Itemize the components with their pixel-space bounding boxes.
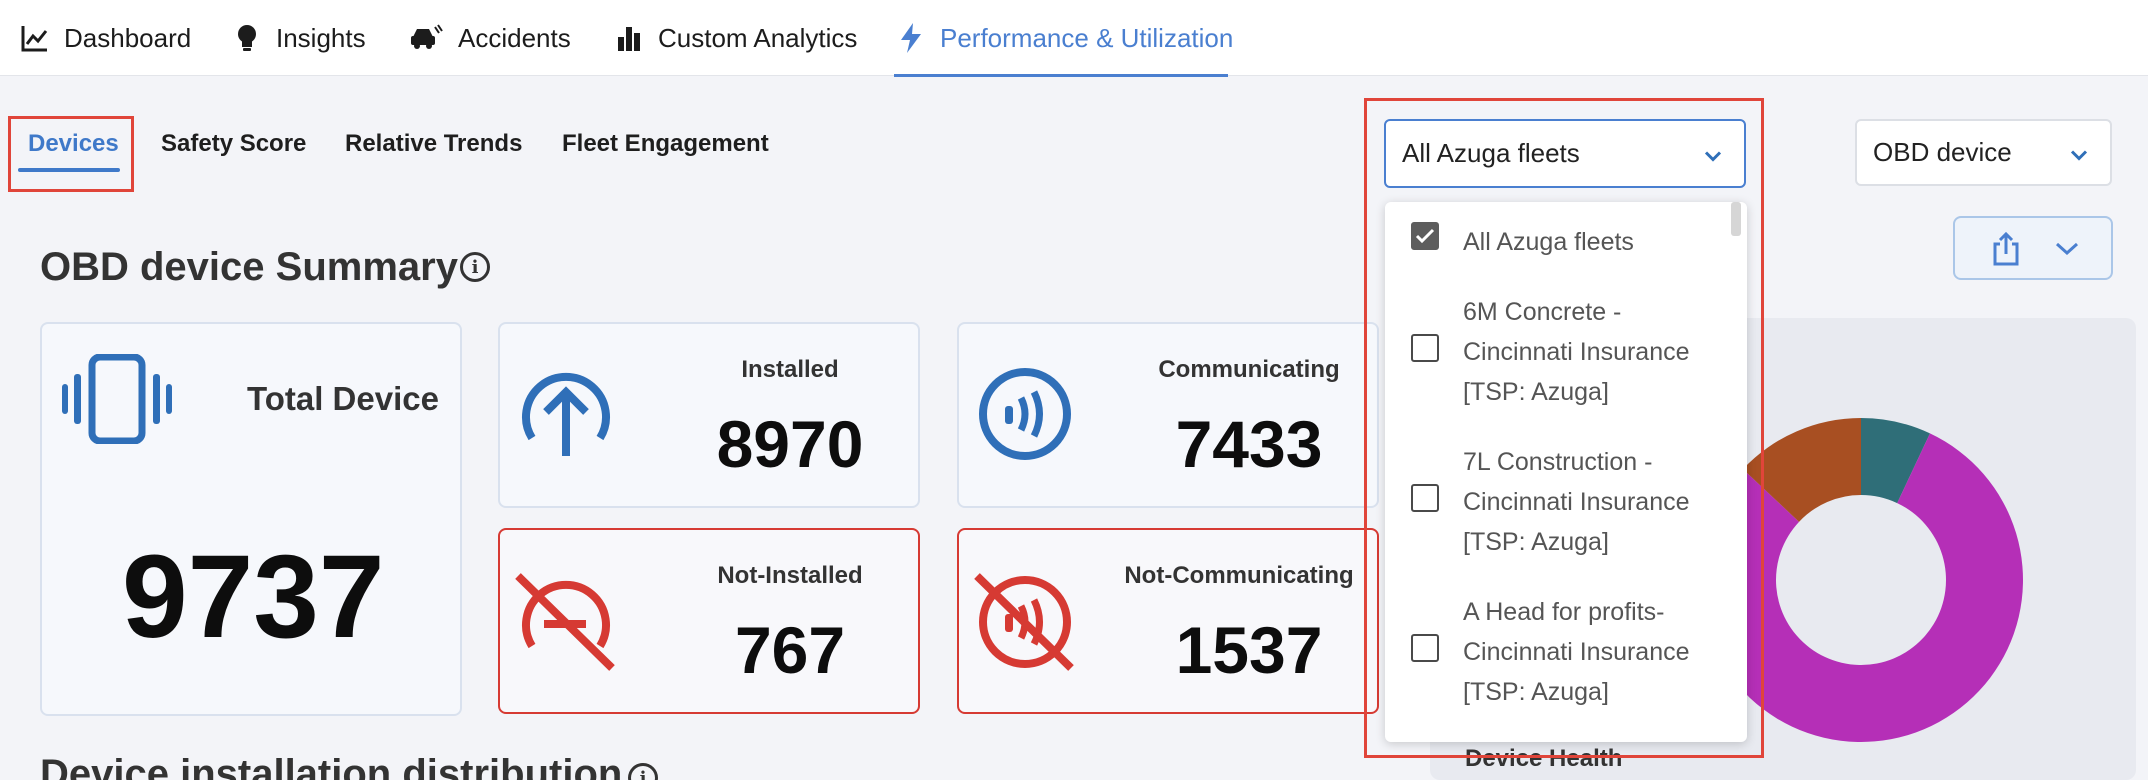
fleet-option-label: 7L Construction - Cincinnati Insurance [… [1463,448,1690,556]
checkbox[interactable] [1411,334,1439,362]
total-device-value: 9737 [122,531,385,663]
checkbox-checked[interactable] [1411,222,1439,250]
nav-item-accidents[interactable]: Accidents [408,18,571,58]
nav-item-dashboard[interactable]: Dashboard [20,18,191,58]
checkbox[interactable] [1411,484,1439,512]
share-icon [1991,231,2021,271]
fleet-select[interactable]: All Azuga fleets [1384,119,1746,188]
lightbulb-icon [232,23,262,53]
fleet-option-label: A Head for profits- Cincinnati Insurance… [1463,598,1690,706]
not-communicating-label: Not-Communicating [1124,562,1354,589]
top-navigation: Dashboard Insights Accidents Custom Anal… [0,0,2148,77]
communicating-card: Communicating 7433 [957,322,1379,508]
not-installed-icon [514,572,618,677]
menu-scrollbar[interactable] [1731,202,1741,236]
no-signal-icon [973,572,1077,677]
tab-fleet-engagement[interactable]: Fleet Engagement [562,130,769,157]
chevron-down-icon [2055,242,2079,261]
nav-item-label: Performance & Utilization [940,22,1234,53]
nav-item-performance-utilization[interactable]: Performance & Utilization [896,18,1233,58]
installation-distribution-title: Device installation distribution [40,752,623,780]
tab-safety-score[interactable]: Safety Score [161,130,307,157]
nav-item-label: Custom Analytics [658,22,858,53]
summary-title: OBD device Summary [40,245,458,289]
fleet-option[interactable]: 7L Construction - Cincinnati Insurance [… [1411,442,1721,562]
export-button[interactable] [1953,216,2113,280]
active-tab-indicator [18,168,120,172]
device-type-select[interactable]: OBD device [1855,119,2112,186]
checkbox[interactable] [1411,634,1439,662]
active-nav-indicator [894,74,1228,77]
communicating-label: Communicating [1158,356,1340,383]
chevron-down-icon [2070,137,2088,168]
fleet-option-label: 6M Concrete - Cincinnati Insurance [TSP:… [1463,298,1690,406]
fleet-option[interactable]: A Head for profits- Cincinnati Insurance… [1411,592,1721,712]
lightning-icon [896,23,926,53]
not-installed-card: Not-Installed 767 [498,528,920,714]
tab-relative-trends[interactable]: Relative Trends [345,130,523,157]
installed-value: 8970 [716,407,864,481]
not-communicating-value: 1537 [1175,613,1323,687]
nav-item-label: Insights [276,22,366,53]
fleet-option[interactable]: 6M Concrete - Cincinnati Insurance [TSP:… [1411,292,1721,412]
not-installed-label: Not-Installed [717,562,863,589]
fleet-dropdown-menu: All Azuga fleets 6M Concrete - Cincinnat… [1385,202,1747,742]
communicating-value: 7433 [1175,407,1323,481]
annotation-box-devices [8,116,134,192]
total-device-label: Total Device [247,380,439,417]
car-crash-icon [408,23,444,53]
vibrating-phone-icon [60,353,176,449]
device-type-value: OBD device [1873,137,2012,167]
nav-item-custom-analytics[interactable]: Custom Analytics [614,18,857,58]
tab-devices[interactable]: Devices [28,130,119,157]
info-icon[interactable]: i [460,252,490,282]
donut-slice-brown[interactable] [1742,418,1861,522]
fleet-option-label: All Azuga fleets [1463,228,1634,256]
installed-label: Installed [741,356,839,383]
nav-item-label: Dashboard [64,22,192,53]
fleet-select-value: All Azuga fleets [1402,138,1580,168]
info-icon[interactable]: i [628,763,658,780]
installed-card: Installed 8970 [498,322,920,508]
device-health-donut [1699,418,2023,743]
annotation-box-fleet-dropdown [1364,98,1764,758]
donut-slice-magenta[interactable] [1699,433,2023,743]
not-communicating-card: Not-Communicating 1537 [957,528,1379,714]
nav-item-label: Accidents [458,22,571,53]
total-device-card: Total Device 9737 [40,322,462,716]
signal-icon [977,366,1073,467]
line-chart-icon [20,23,50,53]
fleet-option[interactable]: All Azuga fleets [1411,222,1721,262]
bar-chart-icon [614,23,644,53]
device-health-label: Device Health [1465,745,1623,772]
nav-item-insights[interactable]: Insights [232,18,366,58]
not-installed-value: 767 [734,613,846,687]
chevron-down-icon [1704,138,1722,169]
donut-slice-teal[interactable] [1861,418,1930,504]
upload-arrow-icon [518,366,614,467]
